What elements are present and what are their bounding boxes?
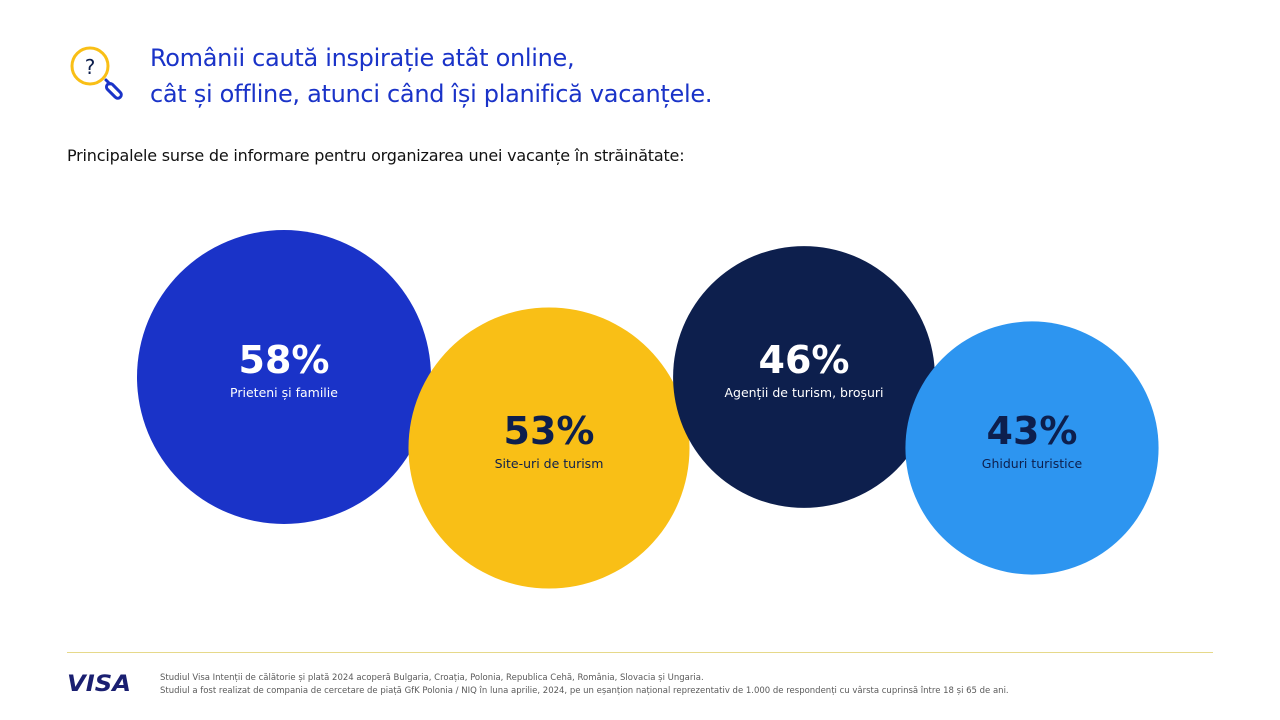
bubble-circle-agentii-de-turism-brosuri bbox=[673, 246, 935, 508]
bubble-value-site-uri-de-turism: 53% bbox=[504, 409, 595, 453]
bubble-circle-ghiduri-turistice bbox=[905, 321, 1159, 575]
bubble-agentii-de-turism-brosuri: 46% Agenții de turism, broșuri bbox=[673, 246, 935, 508]
bubble-label-prieteni-si-familie: Prieteni și familie bbox=[230, 385, 338, 400]
bubble-circle-site-uri-de-turism bbox=[408, 307, 690, 589]
question-magnifier-icon: ? bbox=[70, 46, 123, 100]
footnote: Studiul Visa Intenții de călătorie și pl… bbox=[160, 672, 1009, 698]
svg-text:VISA: VISA bbox=[67, 672, 131, 696]
visa-logo: VISA bbox=[67, 672, 131, 696]
title-line-1: Românii caută inspirație atât online, bbox=[150, 44, 575, 72]
chart-subtitle: Principalele surse de informare pentru o… bbox=[67, 146, 685, 165]
page-title: Românii caută inspirație atât online, câ… bbox=[150, 40, 712, 112]
bubble-value-agentii-de-turism-brosuri: 46% bbox=[759, 338, 850, 382]
footnote-line-2: Studiul a fost realizat de compania de c… bbox=[160, 686, 1009, 696]
title-line-2: cât și offline, atunci când își planific… bbox=[150, 80, 713, 108]
bubble-value-ghiduri-turistice: 43% bbox=[987, 409, 1078, 453]
bubble-prieteni-si-familie: 58% Prieteni și familie bbox=[137, 230, 431, 524]
svg-text:?: ? bbox=[85, 55, 96, 79]
bubble-site-uri-de-turism: 53% Site-uri de turism bbox=[408, 307, 690, 589]
bubble-value-prieteni-si-familie: 58% bbox=[239, 338, 330, 382]
bubble-label-agentii-de-turism-brosuri: Agenții de turism, broșuri bbox=[724, 385, 883, 400]
bubble-label-ghiduri-turistice: Ghiduri turistice bbox=[982, 456, 1083, 471]
bubble-ghiduri-turistice: 43% Ghiduri turistice bbox=[905, 321, 1159, 575]
footnote-line-1: Studiul Visa Intenții de călătorie și pl… bbox=[160, 673, 704, 683]
bubble-circle-prieteni-si-familie bbox=[137, 230, 431, 524]
footer-divider bbox=[67, 652, 1213, 653]
bubble-label-site-uri-de-turism: Site-uri de turism bbox=[495, 456, 604, 471]
